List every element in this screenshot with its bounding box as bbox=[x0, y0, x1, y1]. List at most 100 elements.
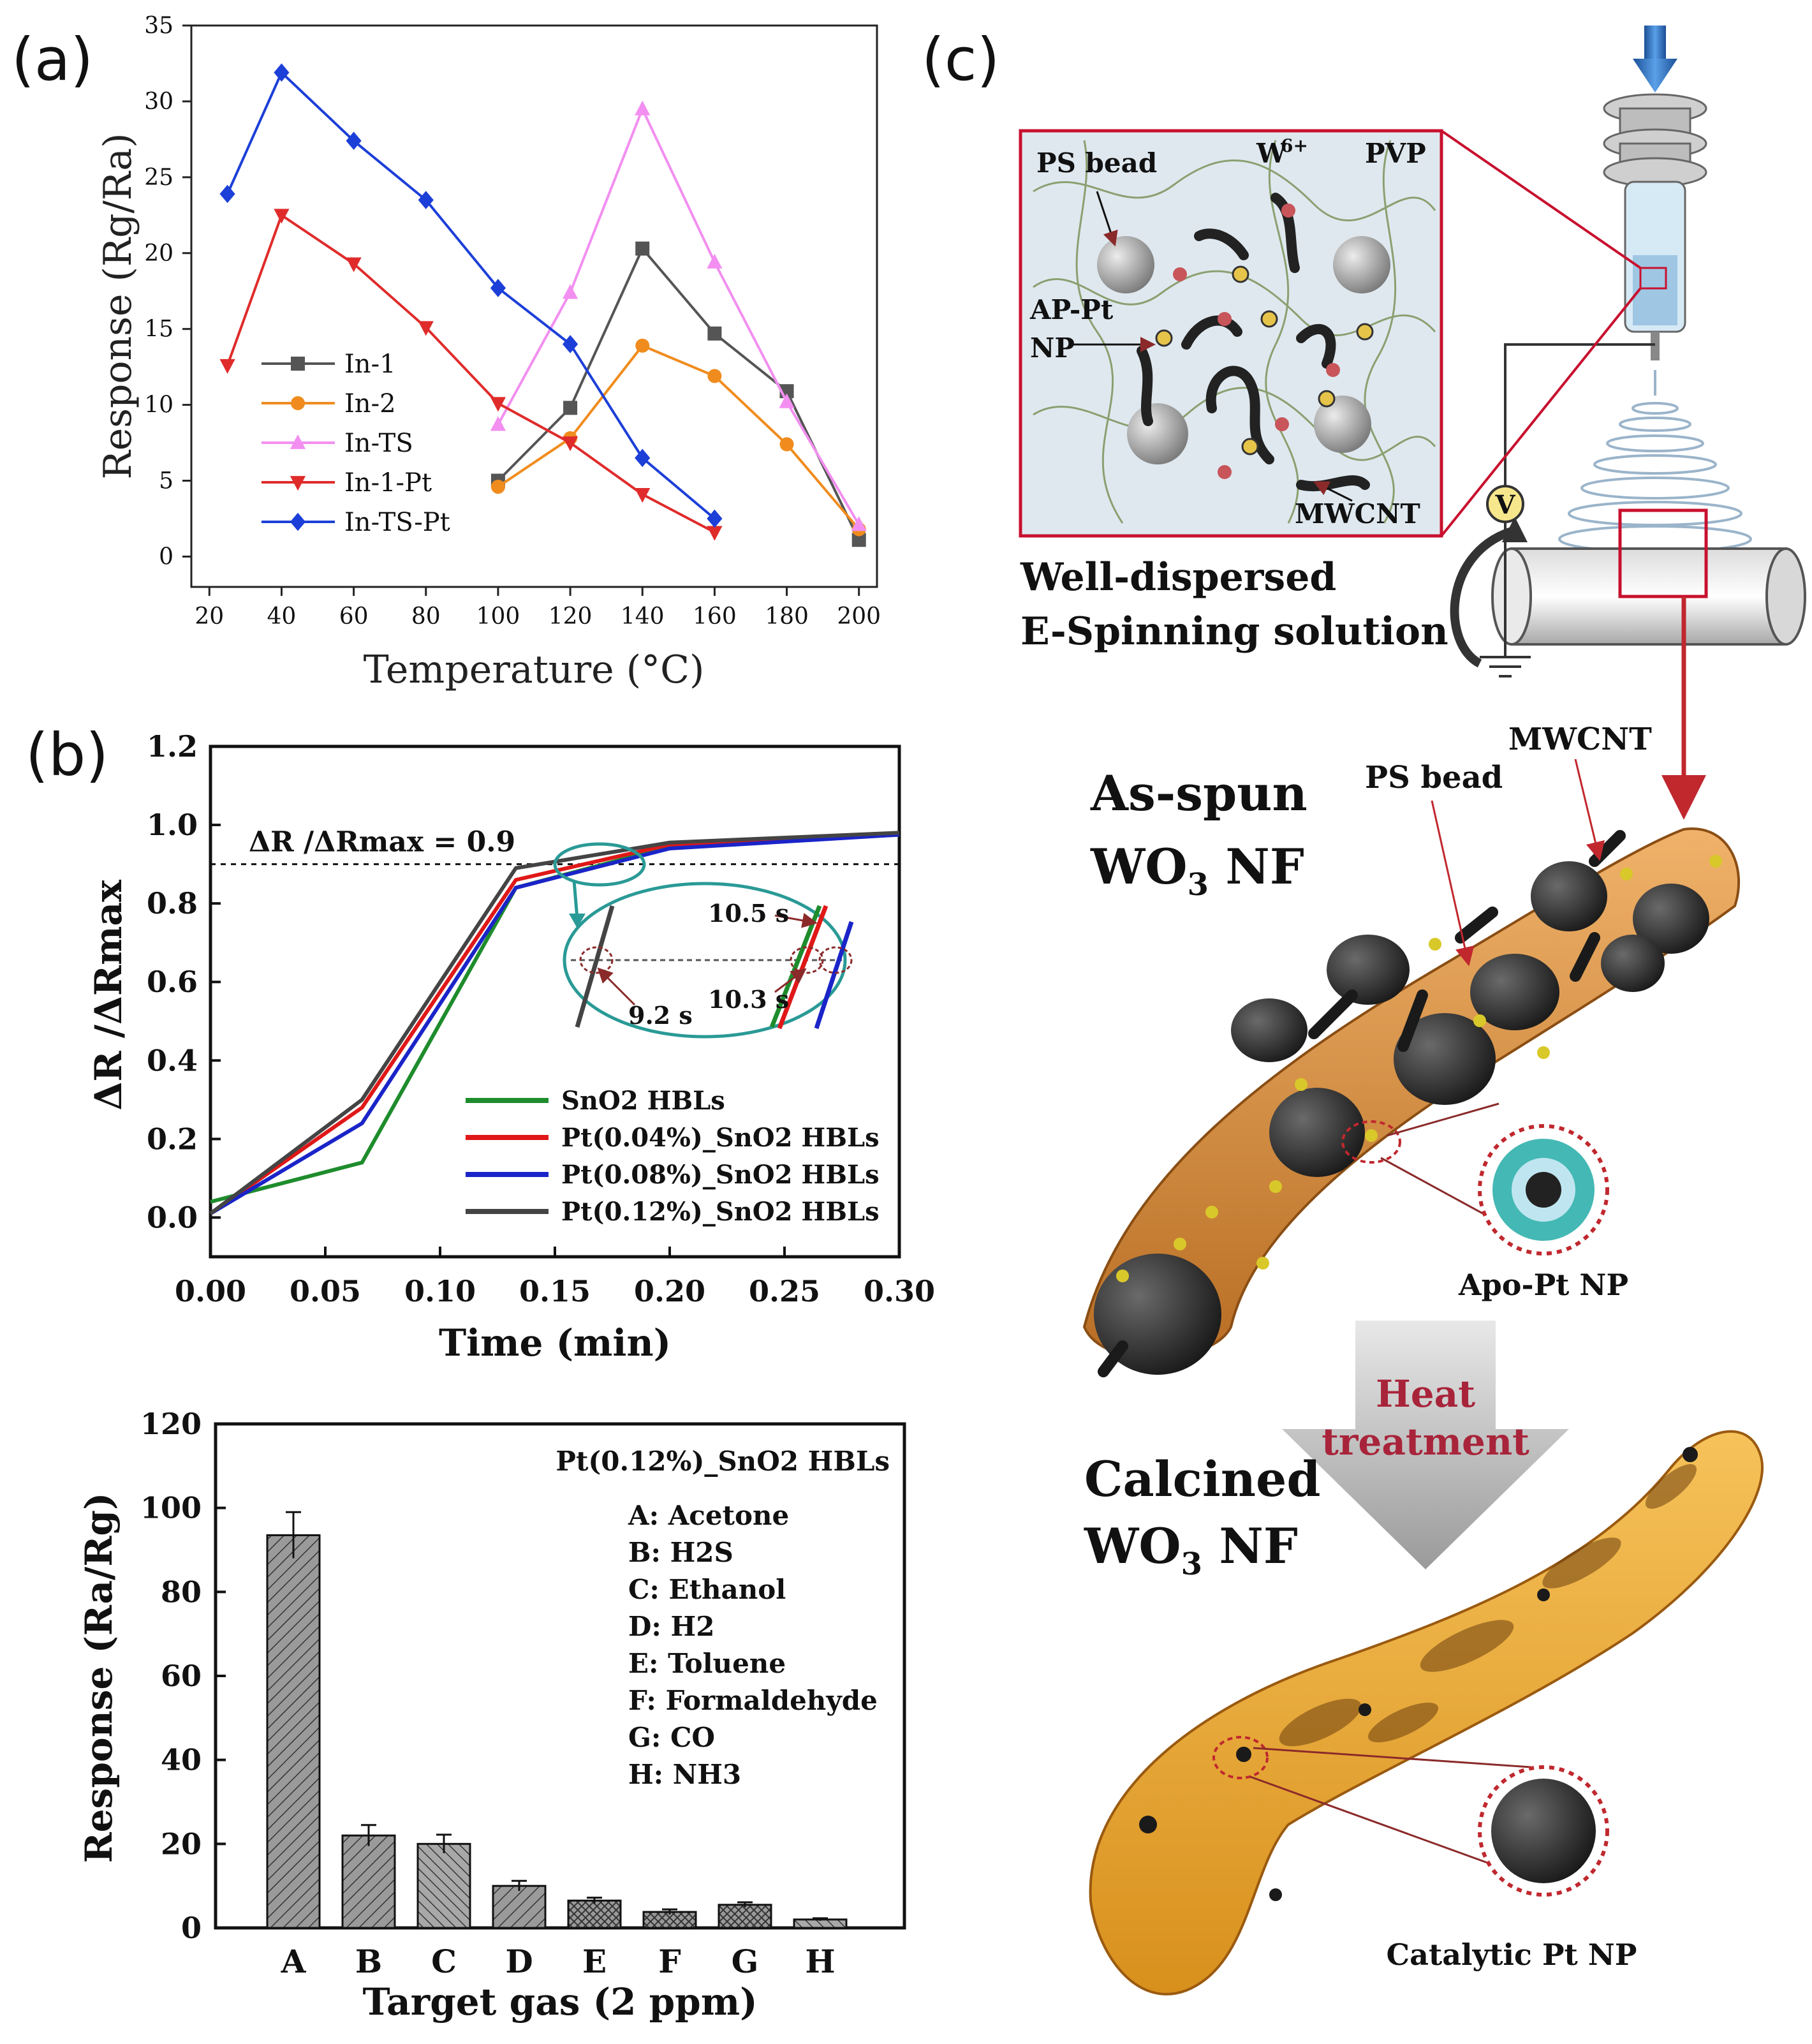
data-point-In-TS bbox=[490, 416, 506, 431]
legend-marker bbox=[291, 357, 305, 371]
inset-mwcnt: MWCNT bbox=[1295, 498, 1420, 530]
inset-pvp: PVP bbox=[1365, 138, 1426, 169]
x-tick-label: 120 bbox=[549, 604, 593, 630]
series-line-In-1 bbox=[497, 246, 860, 541]
series-line-Pt(0.12%)_SnO2 HBLs bbox=[209, 831, 900, 1215]
series-line-In-TS bbox=[497, 105, 860, 526]
data-point-In-TS-Pt bbox=[490, 279, 506, 297]
legend-marker bbox=[290, 512, 306, 531]
y-tick-label: 5 bbox=[159, 468, 173, 494]
category-label-B: B bbox=[355, 1943, 382, 1980]
chart-b2: 0 20 40 60 80 100 120 A B C D E F G H Pt(0.12%)_SnO2 … bbox=[77, 1407, 906, 2024]
y-tick-label: 10 bbox=[144, 392, 173, 418]
x-tick-label: 0.20 bbox=[634, 1274, 705, 1308]
catalytic-label: Catalytic Pt NP bbox=[1387, 1937, 1637, 1972]
legend-label: In-2 bbox=[344, 389, 396, 418]
chart-b1-legend: SnO2 HBLs Pt(0.04%)_SnO2 HBLs Pt(0.08%)_Sn… bbox=[466, 1086, 880, 1227]
chart-a-xlabel: Temperature (°C) bbox=[364, 648, 705, 692]
data-point-In-TS bbox=[779, 393, 795, 408]
data-point-In-1-Pt bbox=[562, 436, 578, 452]
x-tick-label: 180 bbox=[765, 604, 809, 630]
x-tick-label: 40 bbox=[267, 604, 297, 630]
data-point-In-2 bbox=[707, 369, 722, 383]
heat-label-1: Heat bbox=[1376, 1372, 1475, 1416]
chart-b2-xlabel: Target gas (2 ppm) bbox=[362, 1980, 757, 2024]
inset-label-9-2: 9.2 s bbox=[628, 1001, 693, 1030]
data-point-In-2 bbox=[779, 437, 794, 452]
legend-label: In-1-Pt bbox=[344, 468, 432, 498]
legend-label: SnO2 HBLs bbox=[561, 1086, 725, 1116]
chart-b2-ticks: 0 20 40 60 80 100 120 bbox=[140, 1407, 226, 1945]
spinning-jet bbox=[1558, 370, 1752, 553]
data-point-In-2 bbox=[490, 480, 505, 494]
x-tick-label: 80 bbox=[411, 604, 441, 630]
x-tick-label: 100 bbox=[476, 604, 520, 630]
series-line-Pt(0.04%)_SnO2 HBLs bbox=[209, 833, 900, 1215]
chart-b1-ticks: 0.00 0.05 0.10 0.15 0.20 0.25 0.30 0.0 0.2 0.4 0.6… bbox=[147, 729, 935, 1308]
solution-caption-1: Well-dispersed bbox=[1020, 555, 1336, 600]
legend-label: Pt(0.12%)_SnO2 HBLs bbox=[561, 1197, 880, 1227]
data-point-In-1-Pt bbox=[707, 526, 723, 541]
chart-b2-title: Pt(0.12%)_SnO2 HBLs bbox=[556, 1446, 890, 1477]
y-tick-label: 0.4 bbox=[147, 1043, 198, 1078]
as-spun-title: As-spun bbox=[1090, 765, 1307, 822]
legend-label: In-1 bbox=[344, 350, 396, 379]
y-tick-label: 60 bbox=[161, 1659, 202, 1693]
gas-legend-item: E: Toluene bbox=[628, 1648, 786, 1679]
heat-label-2: treatment bbox=[1322, 1420, 1529, 1463]
gas-legend-item: C: Ethanol bbox=[628, 1574, 786, 1605]
calcined-fiber bbox=[1089, 1430, 1764, 1996]
gas-legend-item: D: H2 bbox=[628, 1611, 714, 1642]
as-spun-formula: WO3 NF bbox=[1090, 838, 1304, 903]
data-point-In-TS bbox=[851, 516, 867, 531]
legend-label: Pt(0.04%)_SnO2 HBLs bbox=[561, 1123, 880, 1153]
gas-legend-item: G: CO bbox=[628, 1722, 715, 1753]
y-tick-label: 20 bbox=[144, 241, 173, 267]
chart-a-legend: In-1 In-2 In-TS In-1-Pt In-TS-Pt bbox=[261, 350, 450, 537]
data-point-In-1-Pt bbox=[274, 209, 290, 224]
y-tick-label: 120 bbox=[140, 1407, 202, 1441]
category-label-C: C bbox=[431, 1943, 457, 1980]
calcined-formula: WO3 NF bbox=[1084, 1518, 1298, 1582]
x-tick-label: 0.05 bbox=[290, 1274, 361, 1308]
data-point-In-1-Pt bbox=[346, 257, 362, 272]
data-point-In-TS-Pt bbox=[635, 448, 651, 468]
x-tick-label: 0.30 bbox=[864, 1274, 935, 1308]
chart-b2-bars: A B C D E F G H bbox=[266, 1511, 848, 1980]
syringe bbox=[1603, 93, 1707, 360]
bar-A bbox=[266, 1534, 321, 1929]
category-label-G: G bbox=[732, 1943, 759, 1980]
y-tick-label: 35 bbox=[144, 13, 173, 39]
bar-E bbox=[567, 1899, 622, 1929]
gas-legend-item: B: H2S bbox=[628, 1537, 733, 1568]
series-line-Pt(0.08%)_SnO2 HBLs bbox=[209, 833, 900, 1215]
data-point-In-TS-Pt bbox=[346, 131, 362, 151]
threshold-label: ΔR /ΔRmax = 0.9 bbox=[249, 826, 515, 859]
category-label-A: A bbox=[281, 1943, 307, 1980]
chart-b1: 0.00 0.05 0.10 0.15 0.20 0.25 0.30 0.0 0.2 0.4 0.6… bbox=[87, 729, 935, 1365]
rotation-arrow bbox=[1450, 525, 1519, 668]
y-tick-label: 1.0 bbox=[147, 808, 198, 842]
x-tick-label: 0.25 bbox=[749, 1274, 820, 1308]
legend-label: In-TS-Pt bbox=[344, 508, 450, 537]
data-point-In-1 bbox=[851, 533, 866, 547]
chart-a-series bbox=[219, 63, 867, 547]
data-point-In-TS bbox=[635, 100, 651, 115]
panel-label-a: (a) bbox=[11, 26, 94, 94]
panel-label-b: (b) bbox=[26, 721, 109, 789]
x-tick-label: 0.10 bbox=[404, 1274, 476, 1308]
data-point-In-1-Pt bbox=[490, 397, 506, 412]
category-label-E: E bbox=[582, 1943, 607, 1980]
heat-treatment-arrow bbox=[1282, 1321, 1569, 1569]
gas-legend-item: H: NH3 bbox=[628, 1759, 741, 1790]
data-point-In-TS-Pt bbox=[418, 191, 434, 209]
bar-D bbox=[492, 1885, 547, 1929]
chart-a: 20 40 60 80 100 120 140 160 180 200 0 5 10 15 20 25 30 35… bbox=[96, 13, 881, 692]
legend-label: In-TS bbox=[344, 429, 413, 458]
x-tick-label: 140 bbox=[621, 604, 665, 630]
y-tick-label: 0.2 bbox=[147, 1122, 198, 1156]
response-time-inset: 10.5 s 10.3 s 9.2 s bbox=[553, 842, 854, 1039]
x-tick-label: 0.15 bbox=[519, 1274, 591, 1308]
y-tick-label: 100 bbox=[140, 1491, 202, 1525]
